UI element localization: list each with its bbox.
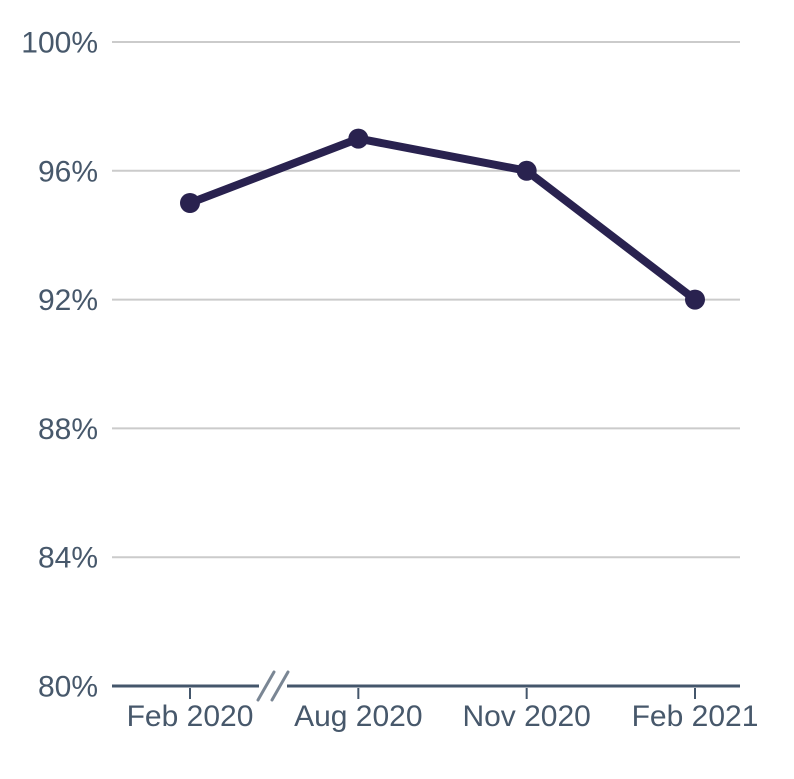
y-axis-tick-label: 88% (38, 413, 98, 446)
x-axis-tick-label: Nov 2020 (462, 700, 590, 733)
y-axis-tick-label: 80% (38, 671, 98, 704)
data-point-nov-2020 (516, 160, 537, 181)
data-point-feb-2020 (180, 193, 200, 213)
y-axis-tick-label: 96% (38, 155, 98, 188)
y-axis-tick-label: 84% (38, 542, 98, 575)
x-axis-tick-label: Feb 2020 (127, 700, 254, 733)
x-axis-tick-label: Aug 2020 (294, 700, 422, 733)
x-axis-tick-label: Feb 2021 (632, 700, 759, 733)
data-point-aug-2020 (348, 128, 369, 149)
data-line-percentage (186, 134, 699, 304)
axis-break-slash-1-icon (256, 670, 276, 702)
axis-break-slash-2-icon (270, 670, 290, 702)
y-axis-tick-label: 92% (38, 284, 98, 317)
y-axis-tick-label: 100% (21, 27, 98, 60)
data-point-feb-2021 (685, 289, 705, 310)
